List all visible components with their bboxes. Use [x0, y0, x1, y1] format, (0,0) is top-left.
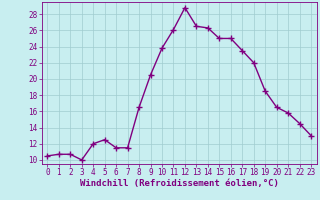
- X-axis label: Windchill (Refroidissement éolien,°C): Windchill (Refroidissement éolien,°C): [80, 179, 279, 188]
